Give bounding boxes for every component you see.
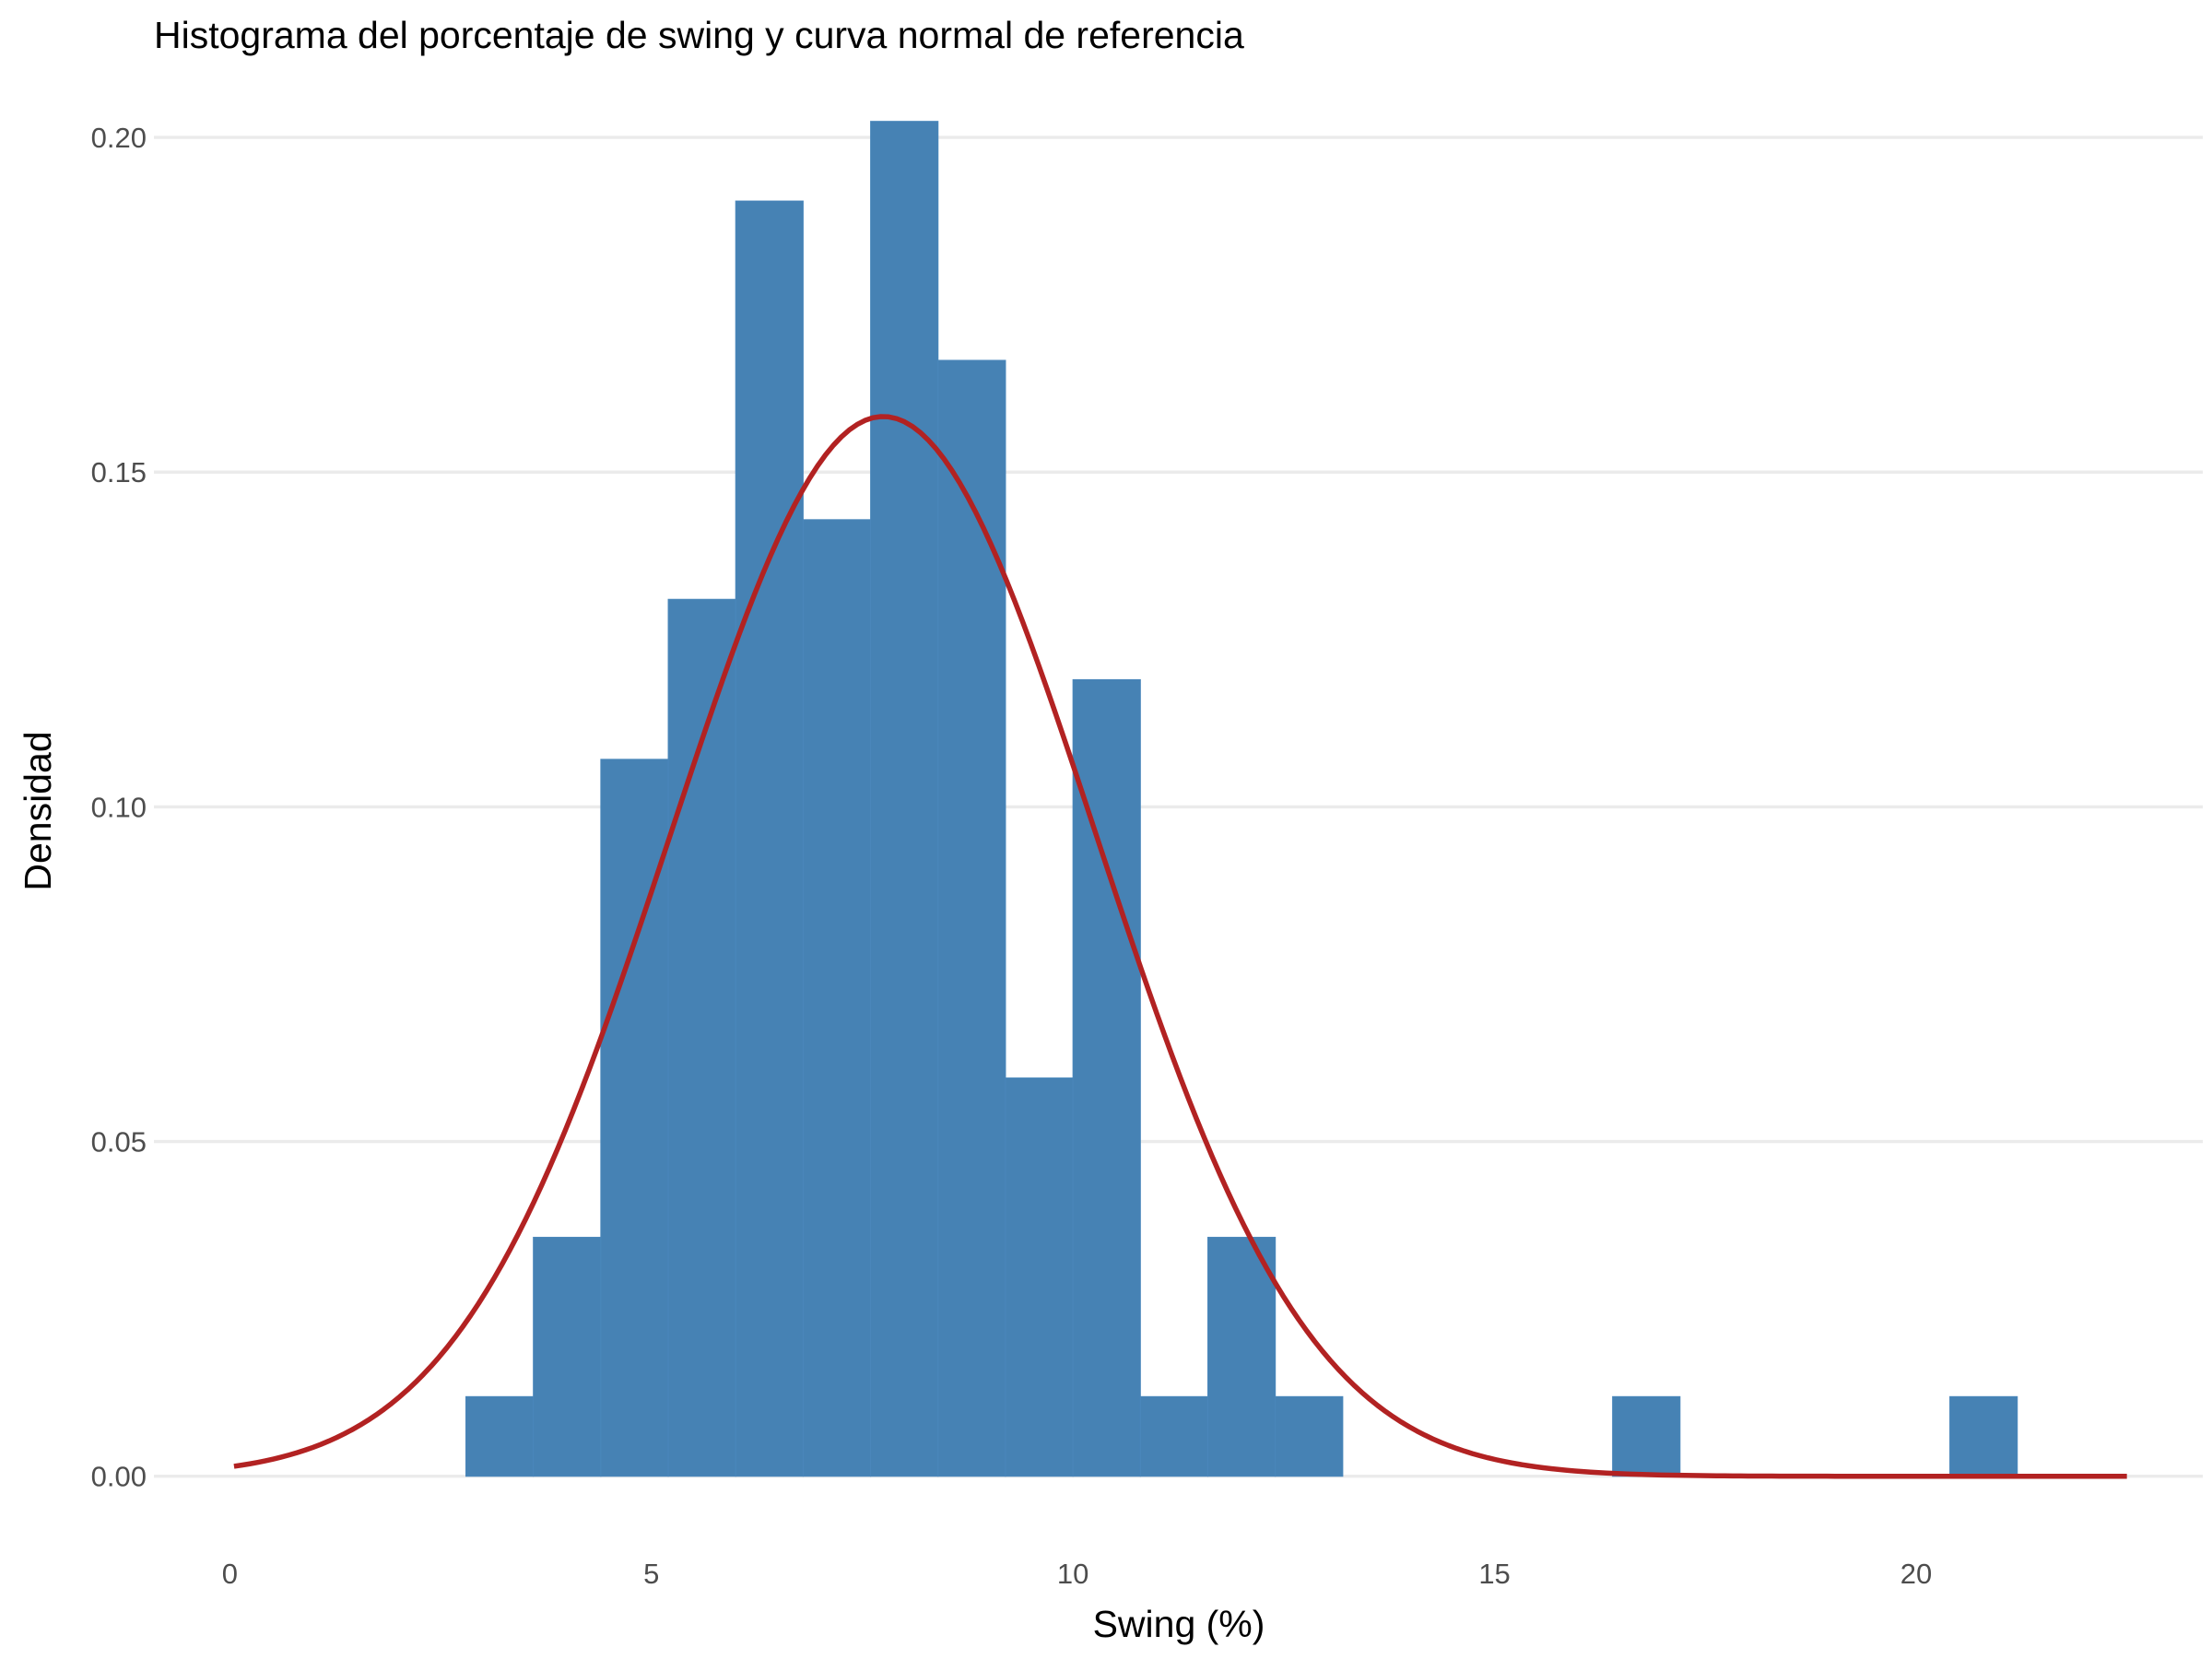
x-tick-label: 15 [1478, 1558, 1510, 1590]
histogram-bar [802, 519, 872, 1477]
normal-curve-layer [233, 414, 2127, 1479]
histogram-bar [465, 1395, 535, 1477]
y-tick-label: 0.05 [91, 1126, 147, 1159]
x-axis-title: Swing (%) [1093, 1603, 1265, 1645]
histogram-bar [533, 1236, 602, 1477]
histogram-bar [1207, 1236, 1277, 1477]
histogram-bar [1612, 1395, 1681, 1477]
gridlines [154, 135, 2203, 1478]
histogram-bars [465, 121, 2018, 1477]
histogram-bar [1139, 1395, 1209, 1477]
histogram-bar [1072, 678, 1141, 1477]
y-axis-title: Densidad [17, 731, 59, 890]
y-tick-label: 0.00 [91, 1461, 147, 1493]
histogram-bar [667, 598, 736, 1477]
x-tick-label: 0 [222, 1558, 238, 1590]
x-tick-label: 10 [1057, 1558, 1088, 1590]
histogram-bar [1005, 1077, 1074, 1477]
x-axis-ticks: 0 5 10 15 20 [222, 1558, 1932, 1590]
histogram-bar [937, 359, 1006, 1477]
x-tick-label: 5 [643, 1558, 659, 1590]
histogram-bar [870, 121, 939, 1477]
y-tick-label: 0.15 [91, 456, 147, 488]
histogram-bar [1275, 1395, 1344, 1477]
chart-title: Histograma del porcentaje de swing y cur… [154, 14, 1244, 56]
y-tick-label: 0.20 [91, 122, 147, 154]
normal-curve [233, 414, 2127, 1479]
histogram-bar [735, 200, 804, 1477]
y-axis-ticks: 0.00 0.05 0.10 0.15 0.20 [91, 122, 147, 1493]
y-tick-label: 0.10 [91, 791, 147, 823]
x-tick-label: 20 [1900, 1558, 1932, 1590]
histogram-bar [1949, 1395, 2018, 1477]
